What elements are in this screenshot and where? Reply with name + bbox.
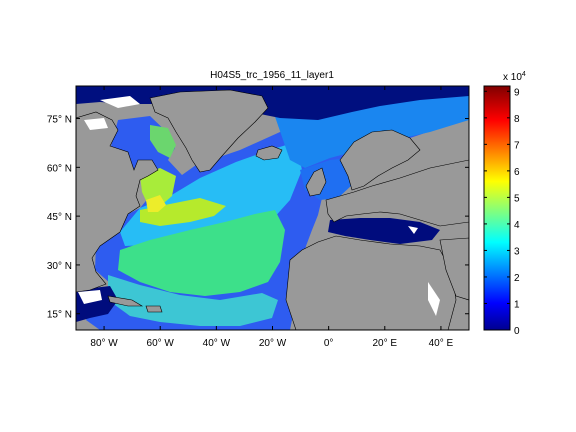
colorbar-tick-label: 3 — [514, 246, 520, 257]
gulf-stream-field — [140, 198, 226, 226]
x-tick-label: 20° E — [372, 338, 397, 349]
colorbar-tick-label: 9 — [514, 87, 520, 98]
x-axis-ticks: 80° W 60° W 40° W 20° W 0° 20° E 40° E — [90, 86, 454, 349]
map-area — [76, 86, 469, 330]
north-america — [76, 111, 159, 293]
colorbar-tick-label: 7 — [514, 140, 520, 151]
chart-title: H04S5_trc_1956_11_layer1 — [210, 70, 334, 81]
y-tick-label: 30° N — [47, 261, 72, 272]
cuba — [107, 295, 144, 307]
x-tick-label: 60° W — [147, 338, 175, 349]
labrador-sea-field — [140, 168, 176, 208]
colorbar-tick-label: 0 — [514, 326, 520, 337]
x-tick-label: 0° — [324, 338, 334, 349]
irminger-field — [150, 125, 176, 158]
scandinavia — [339, 129, 421, 191]
europe — [325, 159, 469, 227]
africa — [285, 235, 457, 330]
x-tick-label: 20° W — [259, 338, 287, 349]
colorbar-tick-label: 2 — [514, 273, 520, 284]
y-tick-label: 15° N — [47, 310, 72, 321]
subtropical-field — [108, 275, 278, 326]
land-masses — [76, 89, 469, 330]
mediterranean-field — [328, 218, 440, 244]
colorbar-exponent: 4 — [522, 71, 526, 78]
colorbar-multiplier: x 104 — [503, 71, 526, 83]
colorbar-tick-label: 8 — [514, 114, 520, 125]
colorbar-tick-label: 1 — [514, 299, 520, 310]
x-tick-label: 40° E — [429, 338, 454, 349]
british-isles — [305, 167, 327, 197]
colorbar-tick-label: 4 — [514, 220, 520, 231]
nodata-patches — [78, 96, 440, 316]
y-axis-ticks: 75° N 60° N 45° N 30° N 15° N — [47, 115, 469, 321]
x-tick-label: 80° W — [90, 338, 118, 349]
iceland — [255, 145, 283, 161]
colorbar-tick-label: 5 — [514, 193, 520, 204]
arabia — [439, 237, 469, 301]
hispaniola — [145, 305, 163, 313]
newfoundland-field — [146, 195, 166, 212]
midlat-field — [118, 210, 285, 296]
colorbar-ticks: 0 1 2 3 4 5 6 7 8 9 — [484, 87, 520, 337]
greenland — [149, 89, 269, 173]
x-tick-label: 40° W — [203, 338, 231, 349]
colorbar — [483, 85, 511, 331]
y-tick-label: 45° N — [47, 212, 72, 223]
y-tick-label: 75° N — [47, 115, 72, 126]
y-tick-label: 60° N — [47, 163, 72, 174]
colorbar-tick-label: 6 — [514, 167, 520, 178]
